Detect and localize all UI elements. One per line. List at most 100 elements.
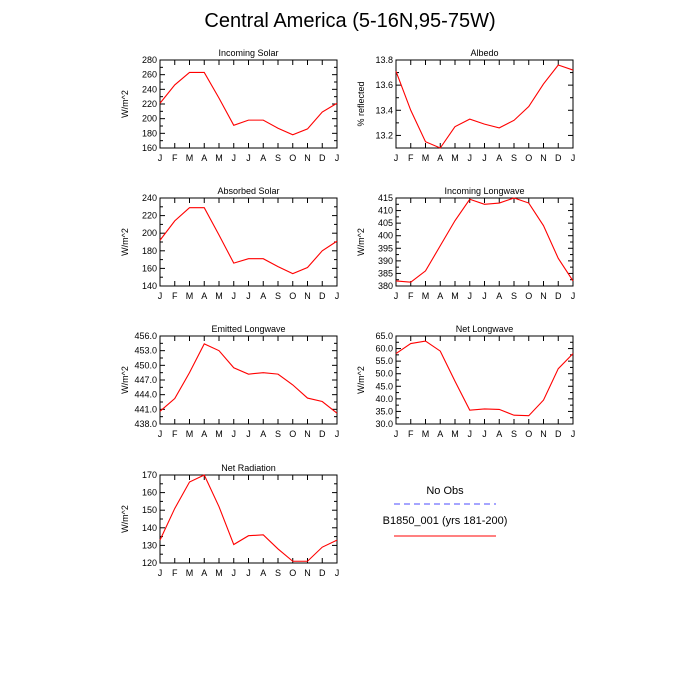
x-tick-label: A [201, 291, 207, 301]
x-tick-label: N [304, 429, 311, 439]
y-tick-label: 170 [142, 470, 157, 480]
x-tick-label: N [540, 291, 547, 301]
y-axis-label: W/m^2 [120, 505, 130, 533]
legend: No Obs B1850_001 (yrs 181-200) [383, 485, 508, 537]
x-tick-label: A [201, 153, 207, 163]
x-tick-label: D [555, 429, 562, 439]
x-tick-label: J [246, 568, 251, 578]
y-tick-label: 140 [142, 523, 157, 533]
y-tick-label: 220 [142, 211, 157, 221]
y-tick-label: 35.0 [375, 406, 393, 416]
x-tick-label: O [289, 291, 296, 301]
y-tick-label: 410 [378, 206, 393, 216]
y-tick-label: 30.0 [375, 419, 393, 429]
series-line-model [395, 64, 574, 149]
series-line-model [395, 340, 574, 417]
x-tick-label: J [335, 429, 340, 439]
x-tick-label: M [186, 291, 194, 301]
x-tick-label: D [319, 568, 326, 578]
y-tick-label: 180 [142, 128, 157, 138]
y-tick-label: 160 [142, 263, 157, 273]
x-tick-label: D [319, 153, 326, 163]
y-tick-label: 395 [378, 243, 393, 253]
y-axis-label: W/m^2 [120, 90, 130, 118]
y-tick-label: 220 [142, 99, 157, 109]
x-tick-label: D [555, 291, 562, 301]
x-tick-label: M [422, 153, 430, 163]
x-tick-label: J [232, 568, 237, 578]
x-tick-label: A [437, 291, 443, 301]
x-tick-label: O [289, 568, 296, 578]
x-tick-label: J [482, 153, 487, 163]
y-axis-label: W/m^2 [120, 366, 130, 394]
x-tick-label: J [468, 291, 473, 301]
x-tick-label: J [158, 429, 163, 439]
y-tick-label: 415 [378, 193, 393, 203]
x-tick-label: O [525, 291, 532, 301]
x-tick-label: F [172, 291, 178, 301]
y-tick-label: 447.0 [134, 375, 157, 385]
x-tick-label: M [451, 291, 459, 301]
x-tick-label: A [496, 153, 502, 163]
y-tick-label: 160 [142, 143, 157, 153]
x-tick-label: M [186, 153, 194, 163]
y-tick-label: 240 [142, 193, 157, 203]
plot-frame [159, 59, 338, 149]
x-tick-label: O [525, 153, 532, 163]
page-title: Central America (5-16N,95-75W) [204, 10, 496, 32]
series-line-model [159, 207, 338, 275]
x-tick-label: J [394, 153, 399, 163]
y-tick-label: 13.4 [375, 105, 393, 115]
y-tick-label: 50.0 [375, 369, 393, 379]
x-tick-label: S [275, 429, 281, 439]
y-tick-label: 120 [142, 558, 157, 568]
x-tick-label: J [158, 291, 163, 301]
x-tick-label: A [496, 291, 502, 301]
y-axis-label: % reflected [356, 81, 366, 126]
y-tick-label: 456.0 [134, 331, 157, 341]
x-tick-label: J [158, 568, 163, 578]
x-tick-label: O [289, 153, 296, 163]
x-tick-label: J [232, 153, 237, 163]
y-tick-label: 140 [142, 281, 157, 291]
x-tick-label: M [215, 568, 223, 578]
y-tick-label: 260 [142, 70, 157, 80]
x-tick-label: O [289, 429, 296, 439]
x-tick-label: N [304, 291, 311, 301]
y-tick-label: 450.0 [134, 360, 157, 370]
y-tick-label: 385 [378, 268, 393, 278]
x-tick-label: J [571, 429, 576, 439]
y-tick-label: 453.0 [134, 346, 157, 356]
x-tick-label: N [540, 153, 547, 163]
panel-title: Incoming Longwave [444, 186, 524, 196]
x-tick-label: S [511, 291, 517, 301]
series-line-model [159, 343, 338, 414]
plot-frame [395, 335, 574, 425]
x-tick-label: N [304, 568, 311, 578]
y-tick-label: 150 [142, 505, 157, 515]
x-tick-label: A [201, 568, 207, 578]
legend-model-label: B1850_001 (yrs 181-200) [383, 515, 508, 527]
panel-title: Net Radiation [221, 463, 276, 473]
y-tick-label: 441.0 [134, 404, 157, 414]
x-tick-label: J [246, 291, 251, 301]
x-tick-label: F [408, 429, 414, 439]
x-tick-label: M [451, 429, 459, 439]
y-tick-label: 405 [378, 218, 393, 228]
x-tick-label: J [571, 291, 576, 301]
x-tick-label: M [215, 291, 223, 301]
x-tick-label: S [511, 429, 517, 439]
y-tick-label: 200 [142, 114, 157, 124]
x-tick-label: A [260, 429, 266, 439]
x-tick-label: J [394, 291, 399, 301]
x-tick-label: F [172, 153, 178, 163]
x-tick-label: J [394, 429, 399, 439]
x-tick-label: A [260, 291, 266, 301]
x-tick-label: A [437, 153, 443, 163]
panel-title: Emitted Longwave [211, 324, 285, 334]
x-tick-label: A [496, 429, 502, 439]
